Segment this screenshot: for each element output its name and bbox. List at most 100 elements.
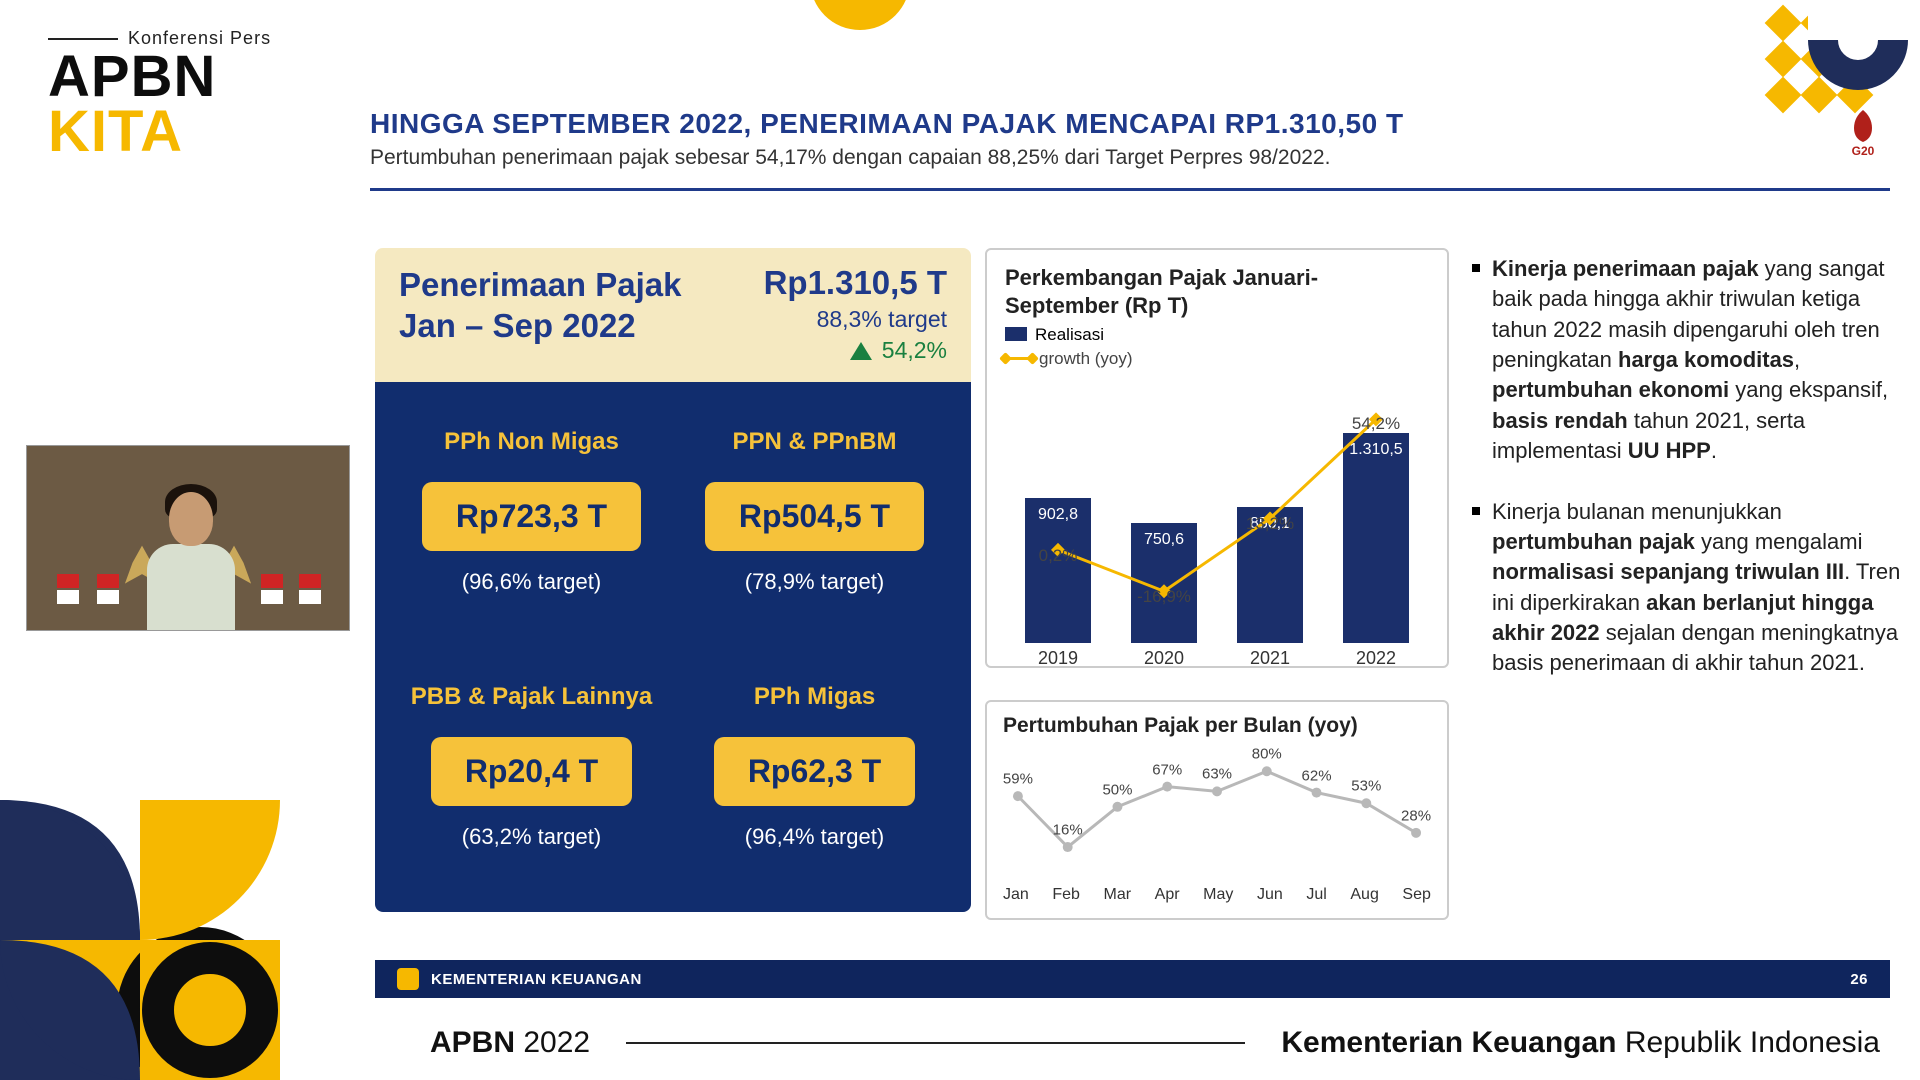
tax-amount: Rp723,3 T: [422, 482, 641, 551]
bullet-2: Kinerja bulanan menunjukkan pertumbuhan …: [1472, 497, 1912, 679]
tax-target: (96,6% target): [395, 569, 668, 595]
b1-s5: .: [1711, 438, 1717, 463]
month-xlabel: May: [1203, 886, 1233, 904]
logo: Konferensi Pers APBN KITA: [48, 28, 271, 159]
g20-label: G20: [1846, 144, 1880, 158]
b2-s0: Kinerja bulanan menunjukkan: [1492, 499, 1782, 524]
year-xlabel: 2019: [1038, 648, 1078, 669]
month-chart-card: Pertumbuhan Pajak per Bulan (yoy) Jan Feb…: [985, 700, 1449, 920]
growth-label: 54,2%: [1352, 414, 1400, 434]
month-value-label: 53%: [1351, 778, 1381, 795]
tax-cell: PPN & PPnBM Rp504,5 T (78,9% target): [678, 410, 951, 629]
growth-label: 0,2%: [1039, 546, 1078, 566]
speaker-figure: [147, 480, 235, 630]
bottom-left-rest: 2022: [515, 1026, 590, 1059]
b2-s1: yang mengalami: [1695, 529, 1863, 554]
growth-label: 13,2%: [1246, 514, 1294, 534]
month-xlabel: Jul: [1306, 886, 1326, 904]
month-value-label: 62%: [1302, 767, 1332, 784]
ministry-label: KEMENTERIAN KEUANGAN: [431, 971, 642, 988]
month-xlabel: Jan: [1003, 886, 1029, 904]
summary-target: 88,3% target: [764, 306, 947, 333]
b2-b1: normalisasi sepanjang triwulan III: [1492, 559, 1844, 584]
summary-panel: Penerimaan Pajak Jan – Sep 2022 Rp1.310,…: [375, 248, 971, 914]
year-xlabel: 2022: [1356, 648, 1396, 669]
deco-top-arc: [810, 0, 910, 30]
bottom-rule: [626, 1042, 1245, 1044]
summary-title-l1: Penerimaan Pajak: [399, 264, 682, 305]
month-chart: Jan Feb Mar Apr May Jun Jul Aug Sep 59% 16% 50% 67%…: [1003, 744, 1431, 904]
tax-label: PPN & PPnBM: [678, 410, 951, 474]
b2-b0: pertumbuhan pajak: [1492, 529, 1695, 554]
month-xlabel: Aug: [1350, 886, 1378, 904]
deco-bottom-left-overlay: [0, 800, 280, 1080]
b1-s3: yang ekspansif,: [1729, 377, 1888, 402]
summary-title-l2: Jan – Sep 2022: [399, 305, 682, 346]
bottom-left: APBN 2022: [430, 1026, 590, 1060]
month-value-label: 67%: [1152, 761, 1182, 778]
b1-b2: pertumbuhan ekonomi: [1492, 377, 1729, 402]
tax-label: PPh Migas: [678, 665, 951, 729]
summary-growth: 54,2%: [764, 337, 947, 364]
summary-body: PPh Non Migas Rp723,3 T (96,6% target) PPN …: [375, 382, 971, 912]
growth-label: -16,9%: [1137, 587, 1191, 607]
month-xlabel: Feb: [1052, 886, 1080, 904]
year-xlabel: 2020: [1144, 648, 1184, 669]
month-value-label: 28%: [1401, 807, 1431, 824]
year-chart-card: Perkembangan Pajak Januari-September (Rp…: [985, 248, 1449, 668]
legend-growth: growth (yoy): [1039, 349, 1133, 368]
b1-b1: harga komoditas: [1618, 347, 1794, 372]
bottom-right: Kementerian Keuangan Republik Indonesia: [1281, 1026, 1880, 1060]
slide-divider: [370, 188, 1890, 191]
deco-top-right: [1560, 0, 1920, 90]
tax-label: PBB & Pajak Lainnya: [395, 665, 668, 729]
year-chart: 902,8750,6850,11.310,5 2019202020212022 …: [1005, 379, 1429, 669]
summary-amount: Rp1.310,5 T: [764, 264, 947, 302]
tax-cell: PPh Migas Rp62,3 T (96,4% target): [678, 665, 951, 884]
month-value-label: 16%: [1053, 822, 1083, 839]
month-chart-title: Pertumbuhan Pajak per Bulan (yoy): [1003, 714, 1431, 738]
month-xlabel: Apr: [1155, 886, 1180, 904]
month-xlabel: Sep: [1402, 886, 1430, 904]
ministry-seal-icon: [397, 968, 419, 990]
slide-subtitle: Pertumbuhan penerimaan pajak sebesar 54,…: [370, 146, 1890, 170]
page-number: 26: [1850, 971, 1868, 988]
month-value-label: 59%: [1003, 771, 1033, 788]
year-xlabel: 2021: [1250, 648, 1290, 669]
legend-realisasi: Realisasi: [1035, 325, 1104, 344]
month-value-label: 80%: [1252, 746, 1282, 763]
slide-footer: KEMENTERIAN KEUANGAN 26: [375, 960, 1890, 998]
month-value-label: 50%: [1102, 781, 1132, 798]
bottom-right-rest: Republik Indonesia: [1616, 1026, 1880, 1059]
tax-label: PPh Non Migas: [395, 410, 668, 474]
deco-ring-icon: [1808, 0, 1908, 90]
year-chart-legend: Realisasi growth (yoy): [1005, 325, 1429, 369]
tax-amount: Rp504,5 T: [705, 482, 924, 551]
tax-amount: Rp62,3 T: [714, 737, 915, 806]
b1-p: Kinerja penerimaan pajak: [1492, 256, 1759, 281]
tax-target: (78,9% target): [678, 569, 951, 595]
b1-b3: basis rendah: [1492, 408, 1628, 433]
speaker-thumbnail: [26, 445, 350, 631]
bottom-right-bold: Kementerian Keuangan: [1281, 1026, 1616, 1059]
month-xlabel: Jun: [1257, 886, 1283, 904]
slide-title: HINGGA SEPTEMBER 2022, PENERIMAAN PAJAK …: [370, 108, 1890, 140]
year-chart-title: Perkembangan Pajak Januari-September (Rp…: [1005, 264, 1429, 319]
logo-line2: KITA: [48, 104, 271, 159]
summary-header: Penerimaan Pajak Jan – Sep 2022 Rp1.310,…: [375, 248, 971, 382]
logo-line1: APBN: [48, 49, 271, 104]
tax-target: (96,4% target): [678, 824, 951, 850]
tax-cell: PBB & Pajak Lainnya Rp20,4 T (63,2% target…: [395, 665, 668, 884]
b1-b4: UU HPP: [1628, 438, 1711, 463]
bullet-list: Kinerja penerimaan pajak yang sangat bai…: [1472, 254, 1912, 709]
b1-s2: ,: [1794, 347, 1800, 372]
bottom-left-bold: APBN: [430, 1026, 515, 1059]
tax-amount: Rp20,4 T: [431, 737, 632, 806]
tax-target: (63,2% target): [395, 824, 668, 850]
g20-badge: G20: [1846, 108, 1880, 158]
month-xlabel: Mar: [1104, 886, 1132, 904]
bottom-row: APBN 2022 Kementerian Keuangan Republik …: [430, 1026, 1880, 1060]
bullet-1: Kinerja penerimaan pajak yang sangat bai…: [1472, 254, 1912, 467]
month-value-label: 63%: [1202, 766, 1232, 783]
tax-cell: PPh Non Migas Rp723,3 T (96,6% target): [395, 410, 668, 629]
